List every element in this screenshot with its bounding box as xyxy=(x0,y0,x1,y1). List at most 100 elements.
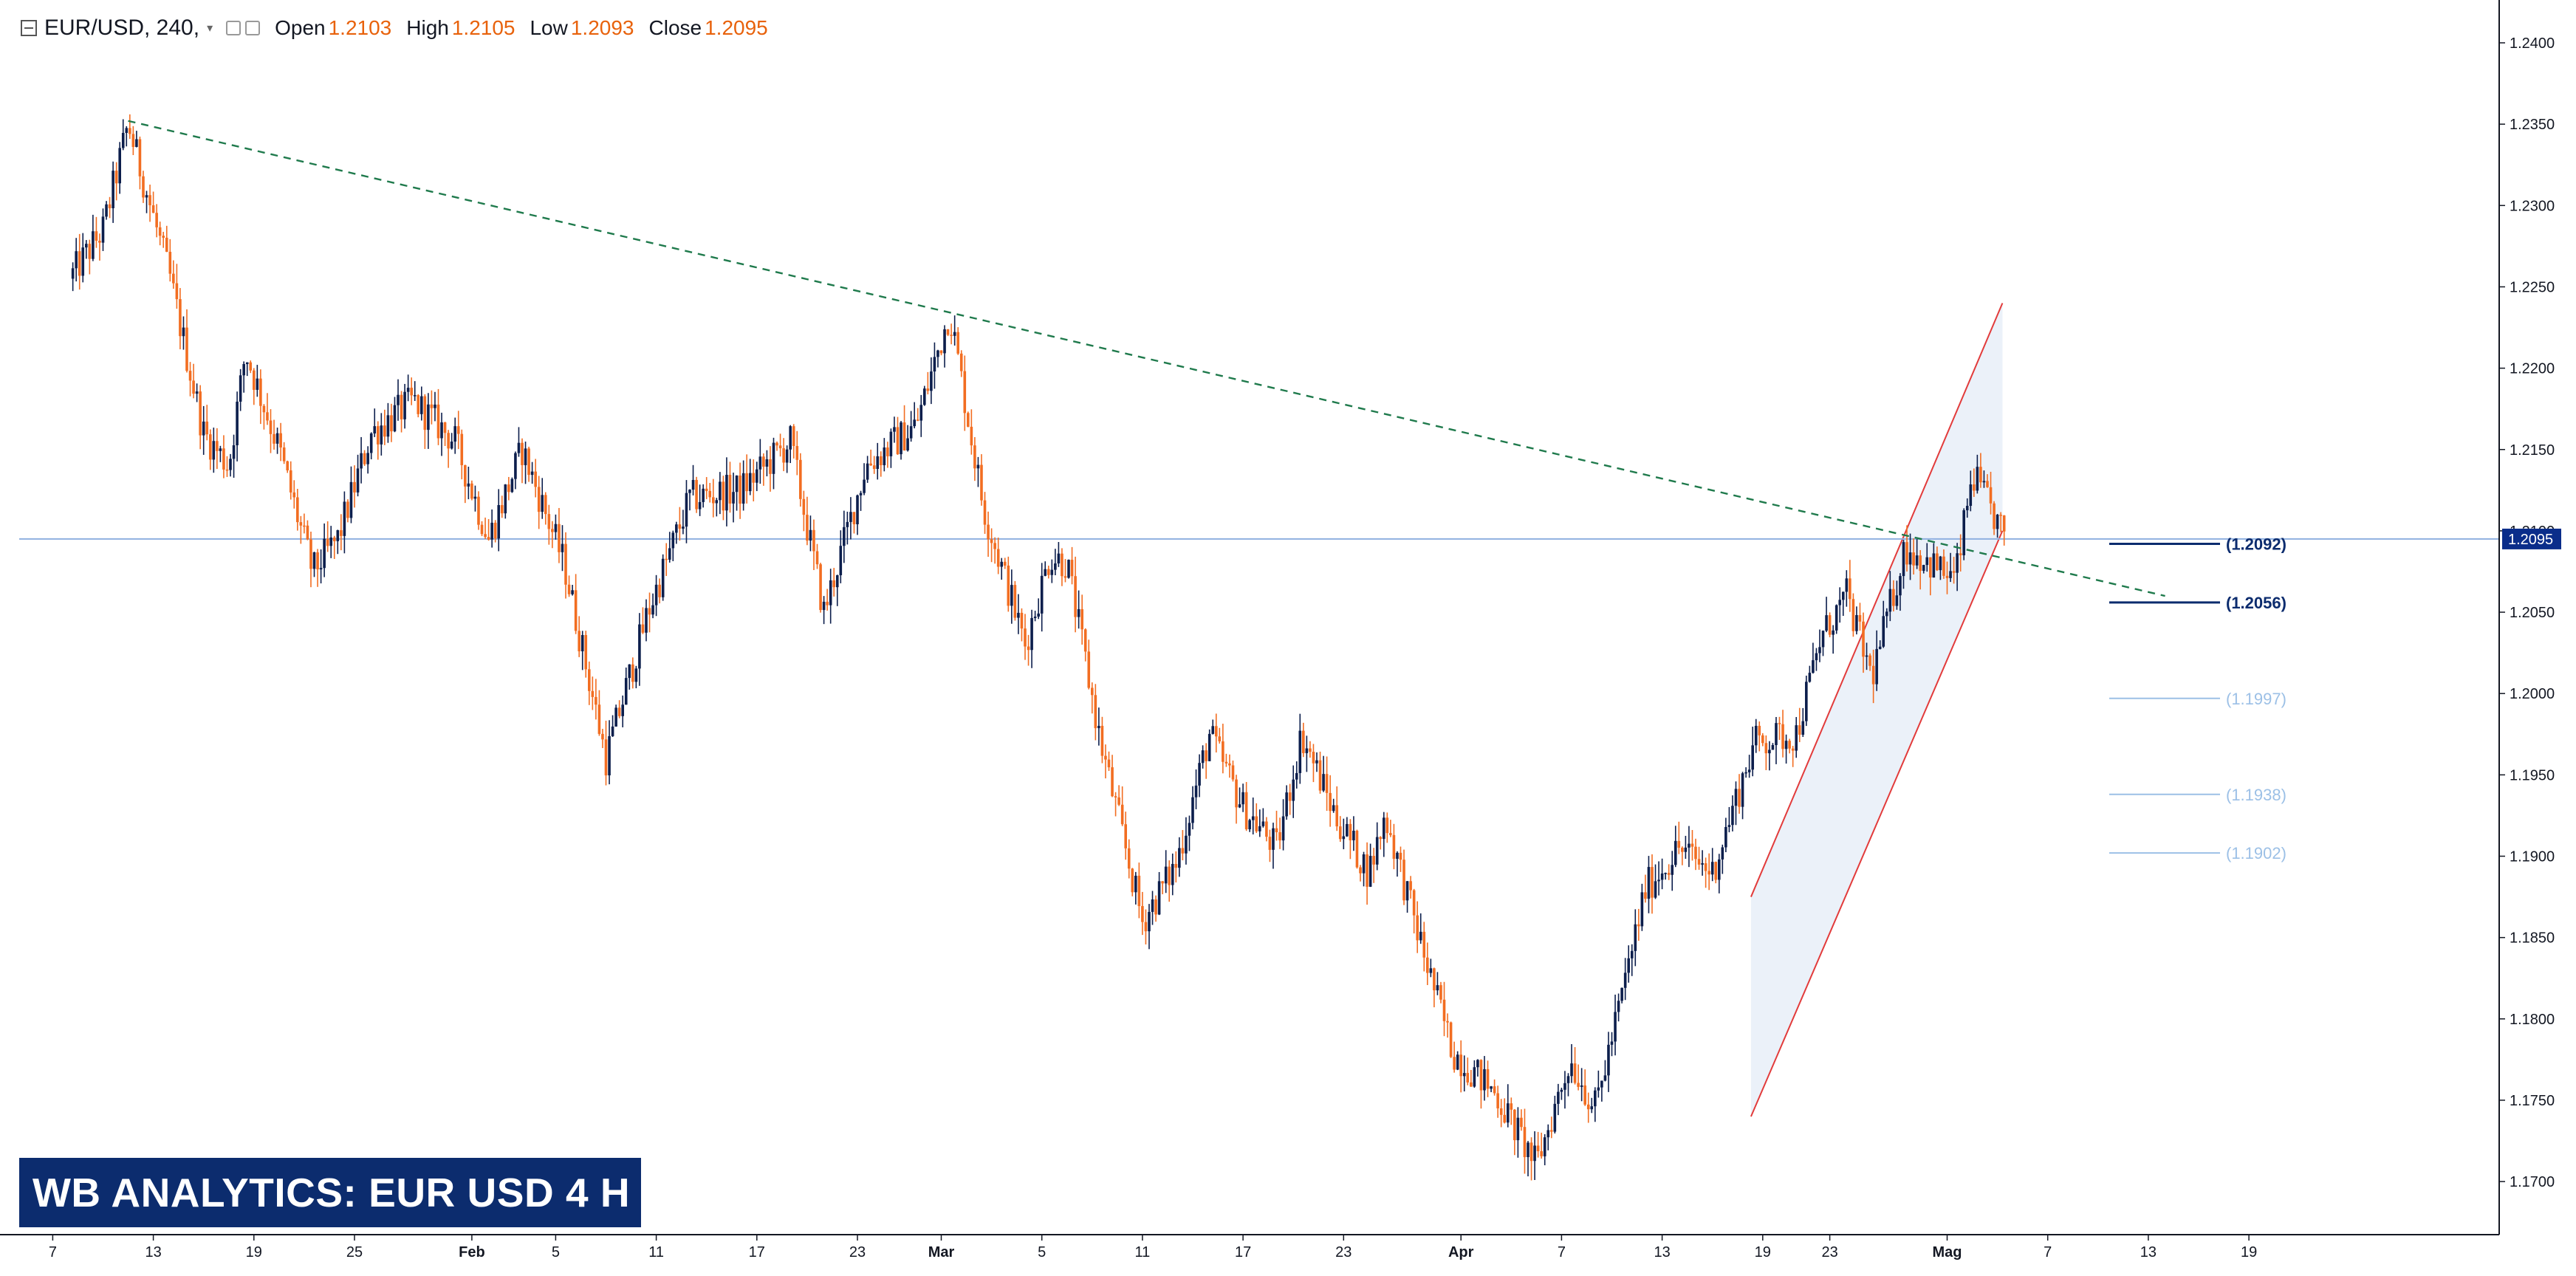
x-tick-label: 5 xyxy=(1038,1244,1046,1260)
candle-body xyxy=(1674,840,1677,865)
candle-body xyxy=(769,459,772,474)
candle-body xyxy=(1479,1060,1483,1091)
candle-body xyxy=(1805,682,1808,721)
candle-body xyxy=(1224,761,1228,764)
candle-body xyxy=(1714,862,1718,880)
candle-body xyxy=(1329,792,1332,812)
candle-body xyxy=(1302,730,1305,753)
candle-body xyxy=(266,412,269,421)
candle-body xyxy=(634,668,638,682)
y-tick-label: 1.1700 xyxy=(2510,1174,2555,1190)
x-tick-label: 17 xyxy=(1235,1244,1251,1260)
candle-body xyxy=(1892,589,1895,606)
candle-body xyxy=(521,442,524,465)
candle-body xyxy=(1194,785,1198,798)
candle-body xyxy=(1114,796,1117,798)
candle-body xyxy=(571,590,574,594)
candle-body xyxy=(1104,755,1107,760)
x-tick-label: 23 xyxy=(1821,1244,1837,1260)
candle-body xyxy=(1473,1067,1476,1087)
candle-body xyxy=(282,447,286,462)
candle-body xyxy=(1020,612,1024,629)
settings-icon[interactable] xyxy=(245,21,261,35)
candle-body xyxy=(195,391,199,394)
candle-body xyxy=(1208,733,1211,761)
candle-body xyxy=(775,442,778,446)
candle-body xyxy=(839,546,843,575)
candle-body xyxy=(1761,735,1764,744)
candle-body xyxy=(1858,614,1862,622)
candle-body xyxy=(973,445,976,469)
chevron-down-icon[interactable]: ▾ xyxy=(207,22,213,35)
candle-body xyxy=(614,707,617,727)
candle-body xyxy=(1788,741,1791,749)
candle-body xyxy=(1520,1117,1523,1128)
candle-body xyxy=(1506,1103,1510,1123)
candle-body xyxy=(1939,556,1942,571)
symbol-label[interactable]: EUR/USD, 240, xyxy=(44,16,200,40)
candle-body xyxy=(1976,467,1979,491)
candle-body xyxy=(323,538,326,569)
candle-body xyxy=(373,426,377,433)
candle-body xyxy=(1456,1054,1459,1070)
candle-body xyxy=(574,590,578,631)
x-tick-label: 11 xyxy=(648,1244,664,1260)
candle-body xyxy=(239,375,242,402)
candle-body xyxy=(443,422,447,433)
candle-body xyxy=(360,453,363,469)
candle-body xyxy=(1174,863,1178,868)
candle-body xyxy=(1936,553,1939,571)
candle-body xyxy=(366,453,369,464)
candle-body xyxy=(253,370,256,390)
collapse-icon[interactable] xyxy=(21,20,37,36)
candle-body xyxy=(715,500,719,504)
candle-body xyxy=(1091,687,1094,696)
candle-body xyxy=(1560,1089,1563,1092)
candle-body xyxy=(490,522,493,540)
candle-body xyxy=(1235,779,1238,808)
candle-body xyxy=(1583,1085,1586,1105)
candle-body xyxy=(876,456,880,470)
candle-body xyxy=(1895,595,1899,606)
candle-body xyxy=(427,404,430,431)
candle-body xyxy=(1342,836,1346,840)
candle-body xyxy=(1161,881,1164,884)
candle-body xyxy=(1717,859,1721,880)
candle-body xyxy=(789,426,792,450)
candle-body xyxy=(440,422,443,439)
candle-body xyxy=(1459,1054,1462,1077)
candle-body xyxy=(1942,556,1945,576)
candle-body xyxy=(1258,826,1261,831)
y-tick-label: 1.2000 xyxy=(2510,686,2555,702)
candle-body xyxy=(1422,931,1426,958)
candle-body xyxy=(296,497,299,523)
candle-body xyxy=(85,244,88,248)
visibility-icon[interactable] xyxy=(226,21,242,35)
candle-body xyxy=(651,605,654,615)
candle-body xyxy=(661,558,665,597)
candle-body xyxy=(1959,553,1962,555)
candle-body xyxy=(1647,867,1651,899)
candle-body xyxy=(1664,873,1667,874)
candle-body xyxy=(1553,1103,1557,1132)
candle-body xyxy=(1956,553,1959,573)
x-tick-label: 25 xyxy=(346,1244,363,1260)
x-tick-label: Mag xyxy=(1933,1244,1962,1260)
candle-body xyxy=(527,448,530,476)
candle-body xyxy=(1630,950,1634,958)
candle-body xyxy=(1349,823,1352,840)
candle-body xyxy=(340,530,343,536)
candle-body xyxy=(1973,484,1976,491)
candle-body xyxy=(420,396,423,414)
candle-body xyxy=(1449,1022,1453,1057)
candle-body xyxy=(919,405,923,421)
candle-body xyxy=(175,283,179,300)
candle-body xyxy=(943,329,946,354)
candlestick-series xyxy=(71,114,2006,1181)
candle-body xyxy=(1228,763,1231,766)
candle-body xyxy=(1801,721,1805,735)
candle-body xyxy=(1580,1085,1583,1087)
candle-body xyxy=(719,481,722,501)
candle-body xyxy=(544,495,547,515)
